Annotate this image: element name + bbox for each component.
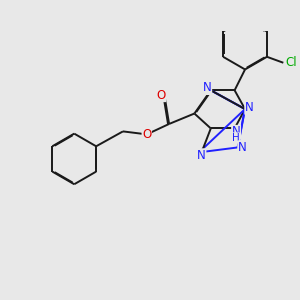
Text: N: N (245, 101, 254, 114)
Text: N: N (238, 141, 247, 154)
Text: N: N (245, 101, 254, 114)
Text: Cl: Cl (286, 56, 297, 69)
Text: N: N (203, 81, 212, 94)
Text: O: O (142, 128, 152, 141)
Text: N: N (232, 125, 241, 139)
Text: H: H (232, 133, 240, 143)
Text: N: N (197, 149, 206, 162)
Text: O: O (156, 88, 166, 102)
